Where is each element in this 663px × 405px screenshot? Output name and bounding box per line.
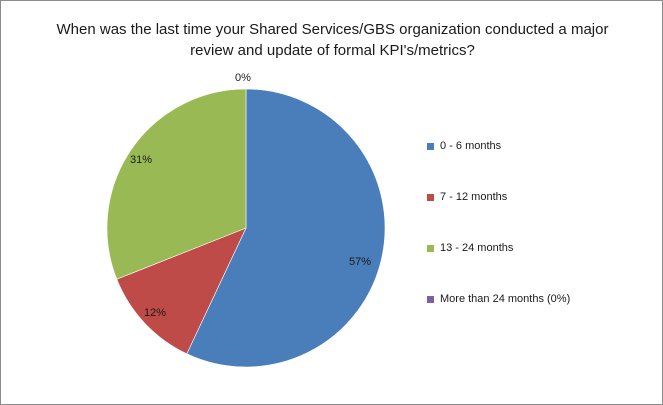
legend-label-1: 0 - 6 months (440, 140, 502, 152)
data-label-4: 0% (235, 72, 251, 84)
pie-slice-1 (186, 88, 386, 368)
legend-item-3: 13 - 24 months (427, 239, 513, 257)
legend-swatch-2 (427, 193, 434, 201)
legend-label-2: 7 - 12 months (440, 191, 508, 203)
chart-title: When was the last time your Shared Servi… (56, 21, 609, 59)
legend-label-3: 13 - 24 months (440, 242, 514, 254)
legend-item-4: More than 24 months (0%) (427, 290, 570, 308)
data-label-1: 57% (349, 256, 371, 268)
legend-swatch-1 (427, 142, 434, 150)
legend-item-2: 7 - 12 months (427, 188, 507, 206)
legend-label-4: More than 24 months (0%) (440, 293, 571, 305)
legend-swatch-4 (427, 295, 434, 303)
data-label-3: 31% (130, 154, 152, 166)
legend-item-1: 0 - 6 months (427, 137, 501, 155)
legend-swatch-3 (427, 244, 434, 252)
pie-slice-3 (106, 88, 247, 280)
data-label-2: 12% (144, 307, 166, 319)
pie-slice-2 (116, 227, 247, 355)
